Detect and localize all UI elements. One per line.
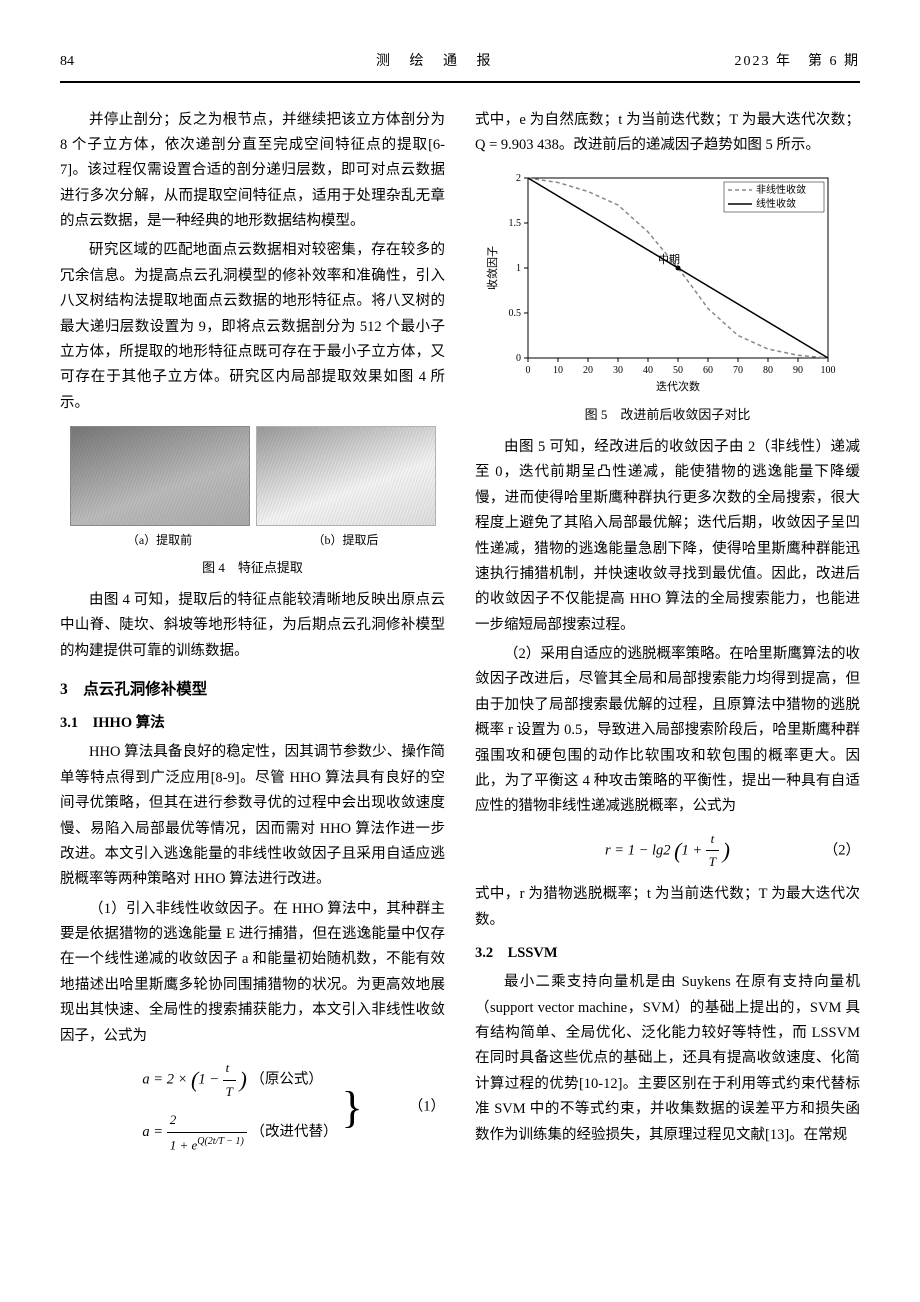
- page-header: 84 测 绘 通 报 2023 年 第 6 期: [60, 50, 860, 83]
- equation-2-number: （2）: [824, 838, 860, 863]
- svg-text:0.5: 0.5: [508, 308, 521, 319]
- paragraph: 式中，e 为自然底数；t 为当前迭代数；T 为最大迭代次数；Q = 9.903 …: [475, 108, 860, 159]
- paragraph: 由图 4 可知，提取后的特征点能较清晰地反映出原点云中山脊、陡坎、斜坡等地形特征…: [60, 588, 445, 664]
- paragraph: 研究区域的匹配地面点云数据相对较密集，存在较多的冗余信息。为提高点云孔洞模型的修…: [60, 238, 445, 416]
- right-column: 式中，e 为自然底数；t 为当前迭代数；T 为最大迭代次数；Q = 9.903 …: [475, 108, 860, 1166]
- eq1-T: T: [223, 1081, 236, 1104]
- content-columns: 并停止剖分；反之为根节点，并继续把该立方体剖分为 8 个子立方体，依次递剖分直至…: [60, 108, 860, 1166]
- eq1-exp: Q(2t/T − 1): [197, 1136, 244, 1147]
- svg-text:70: 70: [733, 365, 743, 376]
- svg-text:30: 30: [613, 365, 623, 376]
- figure-5-caption: 图 5 改进前后收敛因子对比: [475, 404, 860, 427]
- svg-text:20: 20: [583, 365, 593, 376]
- page-number: 84: [60, 50, 140, 75]
- legend-item-1: 线性收敛: [756, 197, 796, 210]
- eq1-t: t: [223, 1057, 236, 1081]
- figure-4b-image: [256, 426, 436, 526]
- eq1-num2: 2: [167, 1109, 247, 1133]
- issue-info: 2023 年 第 6 期: [735, 50, 861, 75]
- equation-1-number: （1）: [409, 1094, 445, 1119]
- figure-4a-image: [70, 426, 250, 526]
- svg-text:1.5: 1.5: [508, 218, 521, 229]
- svg-text:10: 10: [553, 365, 563, 376]
- eq1-line1-pre: a = 2 ×: [142, 1071, 187, 1087]
- section-3-1-heading: 3.1 IHHO 算法: [60, 711, 445, 736]
- figure-5-chart: 0 0.5 1 1.5 2 0 10 20 30 40 50 60: [483, 168, 853, 398]
- eq1-imp-label: （改进代替）: [250, 1125, 337, 1141]
- section-3-heading: 3 点云孔洞修补模型: [60, 676, 445, 703]
- legend-item-0: 非线性收敛: [756, 183, 806, 196]
- svg-text:0: 0: [525, 365, 530, 376]
- figure-4a-label: （a）提取前: [70, 530, 250, 551]
- section-3-2-heading: 3.2 LSSVM: [475, 941, 860, 966]
- svg-text:60: 60: [703, 365, 713, 376]
- svg-text:80: 80: [763, 365, 773, 376]
- figure-4: （a）提取前 （b）提取后 图 4 特征点提取: [60, 426, 445, 580]
- svg-text:90: 90: [793, 365, 803, 376]
- paragraph: （1）引入非线性收敛因子。在 HHO 算法中，其种群主要是依据猎物的逃逸能量 E…: [60, 897, 445, 1049]
- eq1-line2-pre: a =: [142, 1125, 163, 1141]
- equation-1: a = 2 × (1 − tT ) （原公式） a = 2 1 + eQ(2t/…: [60, 1057, 445, 1157]
- svg-text:100: 100: [820, 365, 835, 376]
- chart-annotation: 中期: [658, 253, 680, 266]
- svg-text:40: 40: [643, 365, 653, 376]
- brace-icon: }: [341, 1069, 362, 1146]
- svg-text:2: 2: [516, 173, 521, 184]
- figure-5: 0 0.5 1 1.5 2 0 10 20 30 40 50 60: [475, 168, 860, 427]
- paragraph: 最小二乘支持向量机是由 Suykens 在原有支持向量机（support vec…: [475, 970, 860, 1148]
- paragraph: 式中，r 为猎物逃脱概率；t 为当前迭代数；T 为最大迭代次数。: [475, 882, 860, 933]
- eq1-orig-label: （原公式）: [250, 1071, 323, 1087]
- chart-ylabel: 收敛因子: [485, 246, 499, 290]
- svg-text:50: 50: [673, 365, 683, 376]
- eq1-den2: 1 + e: [170, 1137, 198, 1152]
- paragraph: HHO 算法具备良好的稳定性，因其调节参数少、操作简单等特点得到广泛应用[8-9…: [60, 740, 445, 892]
- eq2-T: T: [706, 851, 719, 874]
- svg-text:1: 1: [516, 263, 521, 274]
- paragraph: （2）采用自适应的逃脱概率策略。在哈里斯鹰算法的收敛因子改进后，尽管其全局和局部…: [475, 642, 860, 820]
- svg-text:0: 0: [516, 353, 521, 364]
- paragraph: 并停止剖分；反之为根节点，并继续把该立方体剖分为 8 个子立方体，依次递剖分直至…: [60, 108, 445, 235]
- paragraph: 由图 5 可知，经改进后的收敛因子由 2（非线性）递减至 0，迭代前期呈凸性递减…: [475, 435, 860, 638]
- left-column: 并停止剖分；反之为根节点，并继续把该立方体剖分为 8 个子立方体，依次递剖分直至…: [60, 108, 445, 1166]
- journal-title: 测 绘 通 报: [376, 50, 499, 75]
- equation-2: r = 1 − lg2 (1 + t T ) （2）: [475, 828, 860, 875]
- eq2-pre: r = 1 − lg2: [605, 842, 671, 858]
- figure-4-caption: 图 4 特征点提取: [60, 557, 445, 580]
- figure-4b-label: （b）提取后: [256, 530, 436, 551]
- chart-xlabel: 迭代次数: [656, 379, 700, 393]
- eq2-t: t: [706, 828, 719, 852]
